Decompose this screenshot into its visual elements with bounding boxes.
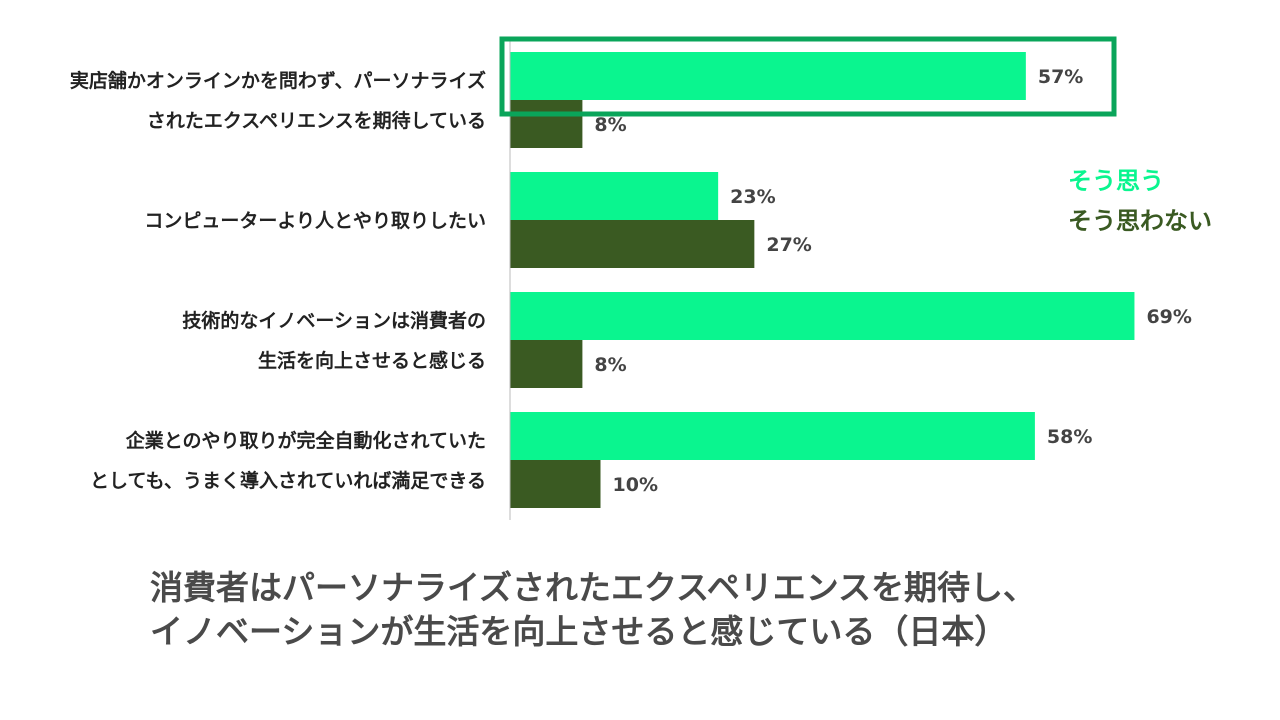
category-label-2-line-1: 生活を向上させると感じる: [258, 349, 486, 372]
category-labels: 実店舗かオンラインかを問わず、パーソナライズされたエクスペリエンスを期待している…: [70, 69, 486, 492]
bar-agree-1: [510, 172, 719, 220]
bar-agree-2: [510, 292, 1135, 340]
category-label-0-line-0: 実店舗かオンラインかを問わず、パーソナライズ: [70, 69, 486, 92]
legend-entry-disagree: そう思わない: [1068, 207, 1212, 235]
bar-agree-3: [510, 412, 1035, 460]
highlight-frame: [499, 36, 1117, 117]
chart-bars: [510, 52, 1135, 508]
category-label-3-line-0: 企業とのやり取りが完全自動化されていた: [125, 429, 486, 452]
caption: 消費者はパーソナライズされたエクスペリエンスを期待し、 イノベーションが生活を向…: [150, 566, 1250, 654]
value-label-disagree-2: 8%: [594, 354, 626, 376]
category-label-3-line-1: としても、うまく導入されていれば満足できる: [90, 469, 486, 492]
value-label-disagree-1: 27%: [766, 234, 811, 256]
value-label-disagree-0: 8%: [594, 114, 626, 136]
bar-disagree-1: [510, 220, 755, 268]
caption-line-1: 消費者はパーソナライズされたエクスペリエンスを期待し、: [150, 568, 1037, 607]
bar-disagree-2: [510, 340, 583, 388]
value-label-disagree-3: 10%: [613, 474, 658, 496]
value-label-agree-1: 23%: [730, 186, 775, 208]
bar-chart: 実店舗かオンラインかを問わず、パーソナライズされたエクスペリエンスを期待している…: [70, 36, 1212, 520]
legend-entry-agree: そう思う: [1068, 167, 1164, 195]
bar-agree-0: [510, 52, 1026, 100]
bar-disagree-0: [510, 100, 583, 148]
value-label-agree-2: 69%: [1146, 306, 1191, 328]
bar-disagree-3: [510, 460, 601, 508]
value-label-agree-3: 58%: [1047, 426, 1092, 448]
value-label-agree-0: 57%: [1038, 66, 1083, 88]
category-label-1-line-0: コンピューターより人とやり取りしたい: [144, 210, 486, 232]
value-labels: 57% 8% 23% 27% 69% 8% 58% 10%: [594, 66, 1192, 496]
caption-line-2: イノベーションが生活を向上させると感じている（日本）: [150, 612, 1008, 651]
category-label-2-line-0: 技術的なイノベーションは消費者の: [182, 309, 486, 332]
category-label-0-line-1: されたエクスペリエンスを期待している: [147, 109, 486, 132]
